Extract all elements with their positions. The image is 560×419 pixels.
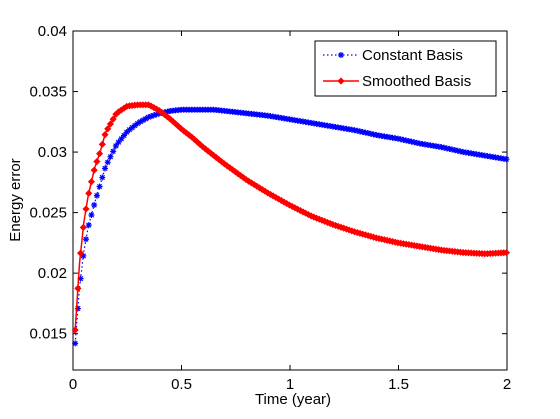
legend-box <box>314 40 497 97</box>
marker-constant-basis-d2 <box>503 156 510 162</box>
marker-smoothed-basis <box>93 157 101 166</box>
x-tick-label: 1.5 <box>388 376 409 393</box>
marker-constant-basis-d2 <box>80 253 86 259</box>
marker-smoothed-basis <box>90 166 98 174</box>
y-tick-label: 0.025 <box>29 205 67 222</box>
y-tick-label: 0.035 <box>29 84 67 101</box>
marker-smoothed-basis <box>74 284 82 292</box>
y-tick-label: 0.03 <box>38 144 67 161</box>
marker-smoothed-basis <box>85 189 93 197</box>
y-tick-label: 0.015 <box>29 326 67 343</box>
marker-smoothed-basis <box>101 131 109 139</box>
marker-constant-basis-d2 <box>102 165 108 172</box>
series-markers-smoothed-basis <box>71 101 511 334</box>
x-tick-label: 2 <box>503 376 511 393</box>
y-tick-labels: 0.015 0.02 0.025 0.03 0.035 0.04 <box>29 23 67 343</box>
legend-marker-smoothed-basis <box>337 77 345 85</box>
legend-label-constant-basis: Constant Basis <box>362 47 463 64</box>
marker-constant-basis-d2 <box>113 143 119 149</box>
marker-constant-basis-d2 <box>105 159 111 165</box>
marker-smoothed-basis <box>502 249 511 257</box>
marker-constant-basis-d2 <box>86 222 92 228</box>
marker-smoothed-basis <box>79 223 87 232</box>
marker-smoothed-basis <box>98 140 106 148</box>
x-tick-label: 0 <box>69 376 77 393</box>
legend: Constant Basis Smoothed Basis <box>314 40 497 97</box>
legend-marker-constant-basis <box>338 52 344 58</box>
x-tick-label: 0.5 <box>171 376 192 393</box>
marker-smoothed-basis <box>109 115 117 123</box>
series-markers-constant-basis <box>72 106 510 347</box>
marker-constant-basis-d2 <box>94 193 100 199</box>
marker-smoothed-basis <box>96 150 104 158</box>
marker-constant-basis-d2 <box>72 340 78 346</box>
marker-constant-basis-d2 <box>107 154 114 160</box>
series-smoothed-basis <box>71 101 511 334</box>
marker-constant-basis-d2 <box>91 202 97 208</box>
marker-constant-basis-d2 <box>110 148 116 154</box>
y-tick-label: 0.04 <box>38 23 67 40</box>
marker-smoothed-basis <box>104 125 112 133</box>
marker-constant-basis-d2 <box>88 212 95 218</box>
x-tick-label: 1 <box>286 376 294 393</box>
marker-constant-basis-d2 <box>99 174 105 181</box>
legend-diamond <box>337 77 345 85</box>
legend-label-smoothed-basis: Smoothed Basis <box>362 73 471 90</box>
marker-smoothed-basis <box>82 205 90 213</box>
marker-smoothed-basis <box>106 120 114 128</box>
marker-constant-basis-d2 <box>83 236 89 242</box>
axis-ticks <box>72 30 508 370</box>
marker-smoothed-basis <box>87 178 96 186</box>
series-layer <box>71 101 511 347</box>
marker-constant-basis-d2 <box>96 183 103 190</box>
marker-smoothed-basis <box>71 326 79 334</box>
legend-asterisk-d2 <box>338 52 344 58</box>
y-tick-label: 0.02 <box>38 265 67 282</box>
y-axis-label: Energy error <box>7 158 24 241</box>
series-constant-basis <box>72 106 510 347</box>
x-tick-labels: 0 0.5 1 1.5 2 <box>69 376 511 393</box>
marker-smoothed-basis <box>77 249 85 257</box>
x-axis-label: Time (year) <box>255 391 331 408</box>
